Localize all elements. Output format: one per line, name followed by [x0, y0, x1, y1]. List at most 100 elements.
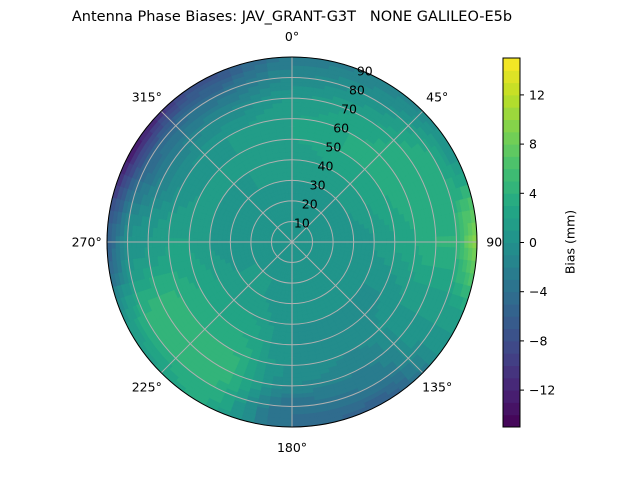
- contour-cell: [217, 233, 223, 240]
- contour-cell: [287, 180, 293, 185]
- contour-cell: [291, 299, 297, 304]
- contour-cell: [279, 409, 293, 415]
- contour-cell: [291, 418, 305, 424]
- contour-cell: [336, 236, 342, 241]
- contour-cell: [285, 331, 293, 337]
- contour-cell: [283, 356, 293, 362]
- contour-cell: [286, 311, 293, 317]
- colorbar-segment: [503, 131, 520, 145]
- colorbar-segment: [503, 328, 520, 342]
- contour-cell: [221, 243, 227, 250]
- zenith-tick-label: 30: [310, 178, 326, 193]
- contour-cell: [291, 130, 301, 136]
- zenith-tick-label: 40: [318, 159, 334, 174]
- contour-cell: [238, 243, 244, 248]
- contour-cell: [291, 290, 297, 296]
- contour-cell: [377, 244, 383, 252]
- contour-cell: [281, 101, 293, 107]
- contour-cell: [291, 110, 302, 116]
- contour-cell: [287, 290, 293, 296]
- contour-cell: [281, 389, 293, 395]
- contour-cell: [291, 188, 297, 194]
- colorbar-segment: [503, 168, 520, 182]
- colorbar-tick-label: −4: [529, 284, 547, 299]
- contour-cell: [291, 413, 305, 420]
- colorbar-segment: [503, 377, 520, 391]
- colorbar-tick-label: 8: [529, 137, 537, 152]
- contour-cell: [291, 147, 299, 153]
- contour-cell: [287, 188, 293, 194]
- colorbar-segment: [503, 414, 520, 428]
- contour-cell: [291, 409, 305, 415]
- contour-cell: [295, 290, 300, 296]
- contour-cell: [201, 244, 207, 252]
- contour-cell: [279, 64, 293, 71]
- contour-cell: [282, 368, 293, 374]
- contour-cell: [361, 233, 367, 240]
- colorbar-segment: [503, 82, 520, 96]
- contour-cell: [291, 171, 298, 177]
- contour-cell: [291, 372, 302, 378]
- colorbar-segment: [503, 390, 520, 403]
- contour-cell: [284, 143, 293, 148]
- contour-cell: [287, 295, 293, 300]
- zenith-tick-label: 70: [341, 102, 357, 117]
- colorbar-tick-label: −12: [529, 383, 555, 398]
- contour-cell: [291, 85, 304, 91]
- zenith-tick-label: 20: [302, 197, 318, 212]
- contour-cell: [291, 352, 301, 358]
- contour-cell: [291, 126, 301, 132]
- contour-cell: [287, 299, 293, 304]
- contour-cell: [279, 69, 293, 75]
- colorbar-tick-label: 12: [529, 87, 545, 102]
- contour-cell: [283, 184, 289, 190]
- contour-cell: [288, 192, 293, 198]
- contour-cell: [291, 397, 304, 403]
- colorbar-segment: [503, 144, 520, 157]
- colorbar-label: Bias (mm): [562, 209, 578, 275]
- colorbar-tick-label: 4: [529, 186, 537, 201]
- contour-cell: [279, 413, 293, 420]
- contour-cell: [283, 348, 293, 354]
- contour-cell: [357, 234, 363, 241]
- contour-cell: [285, 147, 293, 153]
- contour-cell: [291, 327, 299, 333]
- contour-cell: [287, 184, 293, 189]
- contour-cell: [283, 126, 293, 132]
- contour-cell: [281, 377, 293, 383]
- contour-cell: [291, 89, 303, 95]
- colorbar-segment: [503, 181, 520, 194]
- contour-cell: [291, 331, 299, 337]
- contour-cell: [282, 110, 293, 116]
- contour-cell: [291, 295, 297, 300]
- colorbar-segment: [503, 340, 520, 354]
- contour-cell: [377, 232, 383, 240]
- colorbar-segment: [503, 94, 520, 108]
- contour-cell: [291, 69, 305, 75]
- contour-cell: [291, 356, 301, 362]
- contour-cell: [217, 244, 223, 251]
- colorbar-tick-label: −8: [529, 333, 547, 348]
- contour-cell: [234, 243, 240, 249]
- azimuth-tick-label: 180°: [277, 440, 307, 455]
- contour-cell: [279, 418, 293, 424]
- colorbar-segment: [503, 291, 520, 305]
- contour-cell: [291, 377, 303, 383]
- contour-cell: [286, 315, 293, 321]
- contour-cell: [201, 232, 207, 240]
- colorbar-segment: [503, 316, 520, 330]
- chart-title: Antenna Phase Biases: JAV_GRANT-G3T NONE…: [71, 9, 513, 25]
- contour-cell: [213, 244, 219, 251]
- contour-cell: [282, 106, 293, 112]
- colorbar-segment: [503, 267, 520, 280]
- contour-cell: [242, 243, 248, 248]
- contour-cell: [213, 233, 219, 240]
- contour-cell: [295, 294, 301, 300]
- contour-cell: [291, 368, 302, 374]
- zenith-tick-label: 10: [294, 216, 310, 231]
- colorbar-segment: [503, 119, 520, 133]
- zenith-tick-label: 80: [349, 83, 365, 98]
- colorbar-segment: [503, 230, 520, 243]
- contour-cell: [280, 85, 293, 91]
